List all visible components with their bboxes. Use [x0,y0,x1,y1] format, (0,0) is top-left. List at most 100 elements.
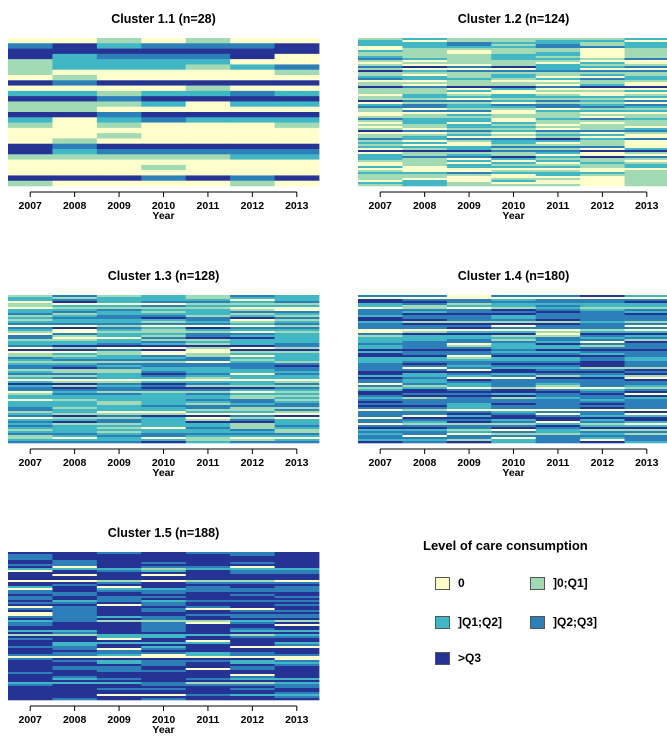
heatmap-cell [491,315,537,318]
heatmap-cell [274,666,320,669]
heatmap-cell [230,122,275,129]
heatmap-cell [52,335,98,338]
heatmap-cell [141,568,187,571]
heatmap-cell [8,433,53,436]
heatmap-cell [274,138,320,145]
heatmap-cell [52,612,98,615]
heatmap-cell [491,54,537,57]
heatmap-cell [185,690,231,693]
heatmap-cell [185,309,231,312]
heatmap-cell [624,301,667,304]
heatmap-cell [141,373,187,376]
heatmap-cell [8,634,53,637]
heatmap-cell [491,128,537,131]
heatmap-cell [580,369,625,372]
heatmap-cell [96,319,142,322]
heatmap-cell [141,397,187,400]
x-tick-label: 2012 [591,457,615,469]
heatmap-cell [96,170,142,176]
heatmap-cell [274,439,320,442]
heatmap-cell [580,315,625,318]
heatmap-cell [491,429,537,432]
heatmap-cell [141,588,187,591]
heatmap-cell [141,618,187,621]
heatmap-cell [535,335,581,338]
heatmap-cell [580,353,625,356]
heatmap-cell [402,389,448,392]
heatmap-cell [8,363,53,366]
heatmap-cell [402,427,448,430]
heatmap-cell [402,94,448,97]
heatmap-cell [491,172,537,175]
heatmap-cell [52,552,98,555]
heatmap-cell [535,66,581,69]
heatmap-cell [141,574,187,577]
heatmap-cell [52,307,98,310]
heatmap-cell [141,642,187,645]
heatmap-cell [185,409,231,412]
heatmap-cell [274,644,320,647]
heatmap-cell [8,652,53,655]
heatmap-cell [185,331,231,334]
heatmap-cell [491,341,537,344]
heatmap-cell [580,176,625,179]
heatmap-cell [580,387,625,390]
heatmap-cell [185,379,231,382]
heatmap-cell [141,295,187,298]
heatmap-cell [96,650,142,653]
heatmap-cell [230,385,275,388]
heatmap-cell [402,425,448,428]
heatmap-cell [535,90,581,93]
heatmap-cell [185,303,231,306]
heatmap-cell [624,327,667,330]
heatmap-cell [358,361,403,364]
heatmap-cell [8,327,53,330]
heatmap-cell [535,375,581,378]
heatmap-cell [230,433,275,436]
heatmap-cell [446,431,492,434]
heatmap-cell [230,389,275,392]
heatmap-cell [491,170,537,173]
heatmap-cell [185,75,231,81]
heatmap-cell [185,138,231,145]
heatmap-cell [230,299,275,302]
heatmap-cell [580,299,625,302]
heatmap-cell [358,353,403,356]
heatmap-cell [230,164,275,171]
cluster-1-1-panel: Cluster 1.1 (n=28) 2007 2008 2009 2010 2011 20… [8,8,320,231]
heatmap-cell [580,303,625,306]
heatmap-cell [274,634,320,637]
heatmap-cell [185,90,231,97]
heatmap-cell [141,315,187,318]
heatmap-cell [624,50,667,53]
heatmap-cell [96,327,142,330]
heatmap-cell [274,309,320,312]
heatmap-cell [8,580,53,583]
heatmap-cell [446,158,492,161]
heatmap-cell [185,373,231,376]
heatmap-cell [491,116,537,119]
legend-label: >Q3 [458,651,482,665]
heatmap-cell [402,50,448,53]
heatmap-cell [535,409,581,412]
heatmap-cell [402,387,448,390]
heatmap-cell [491,176,537,179]
heatmap-cell [624,391,667,394]
heatmap-cell [402,327,448,330]
heatmap-cell [446,108,492,111]
heatmap-cell [141,59,187,65]
heatmap-cell [141,401,187,404]
heatmap-cell [274,676,320,679]
heatmap-cell [535,100,581,103]
cluster-1-4-panel: Cluster 1.4 (n=180) 2007 2008 2009 2010 2011 2… [358,265,667,488]
heatmap-cell [535,80,581,83]
heatmap-cell [446,317,492,320]
heatmap-cell [535,184,581,187]
heatmap-cell [52,686,98,689]
heatmap-cell [535,323,581,326]
heatmap-cell [446,182,492,185]
heatmap-cell [624,411,667,414]
heatmap-cell [402,40,448,43]
heatmap-cell [52,64,98,71]
heatmap-cell [624,126,667,129]
